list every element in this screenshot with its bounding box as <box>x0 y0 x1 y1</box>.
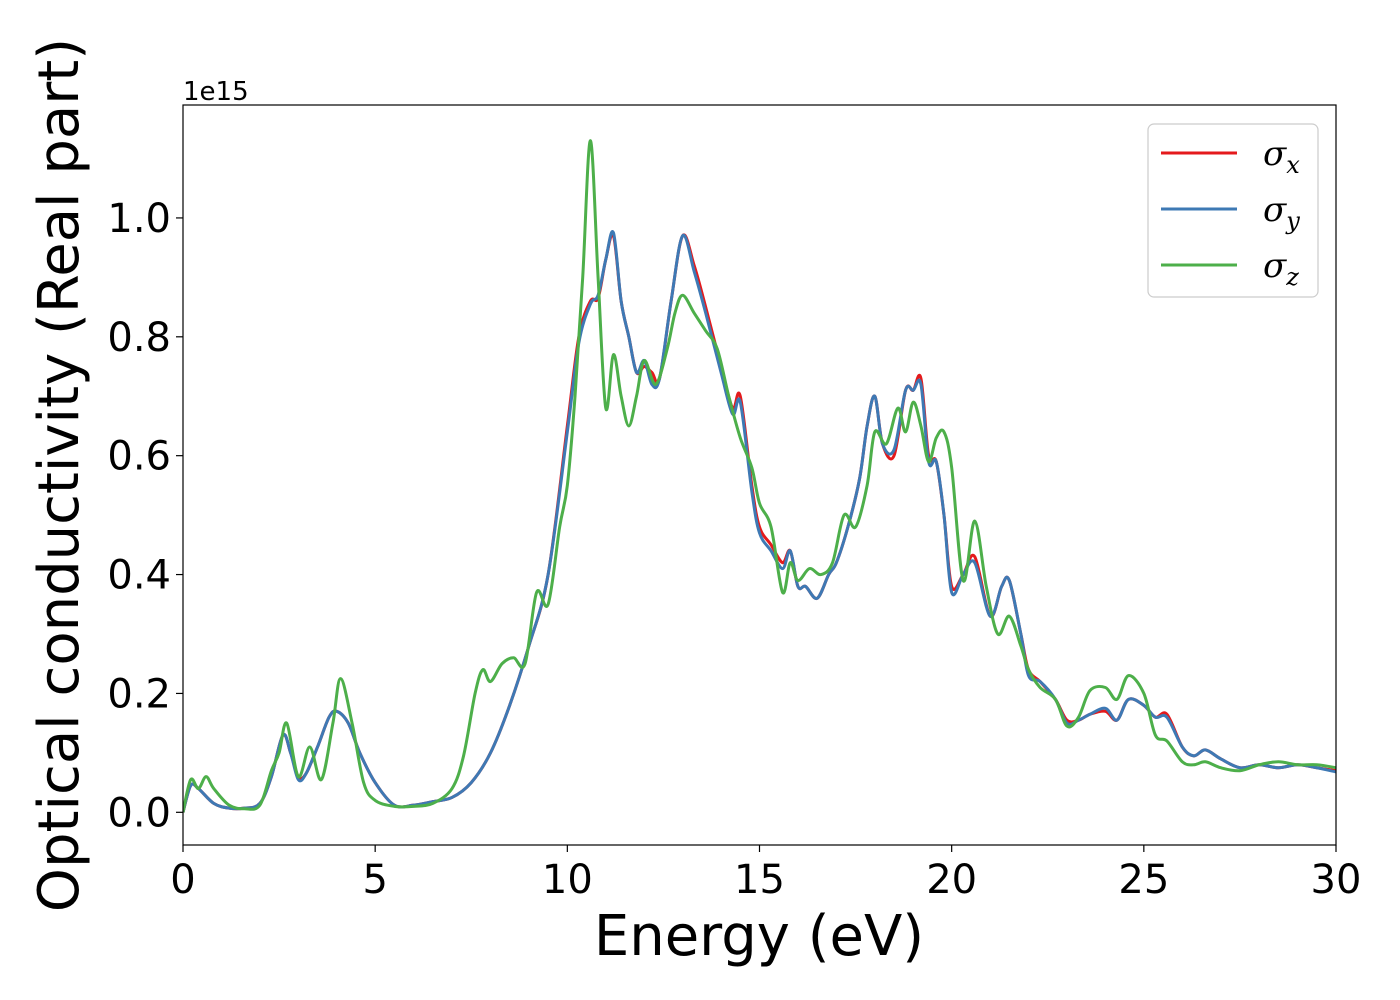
y-offset-label: 1e15 <box>183 77 249 107</box>
y-axis-label: Optical conductivity (Real part) <box>27 38 92 912</box>
x-tick-label: 10 <box>542 857 593 903</box>
series-line-z <box>183 139 1336 813</box>
y-tick-label: 0.8 <box>107 315 171 361</box>
x-tick-label: 30 <box>1311 857 1362 903</box>
plot-area <box>183 139 1336 813</box>
x-tick-label: 20 <box>926 857 977 903</box>
x-axis-label: Energy (eV) <box>594 904 924 969</box>
axes: 0 5 10 15 20 25 30 0.0 0.2 0.4 0.6 0.8 1.0 <box>107 104 1362 903</box>
series-line-x <box>183 232 1336 813</box>
x-tick-label: 15 <box>734 857 785 903</box>
x-tick-label: 5 <box>362 857 387 903</box>
y-tick-label: 0.0 <box>107 790 171 836</box>
y-tick-label: 0.6 <box>107 434 171 480</box>
x-tick-label: 0 <box>170 857 195 903</box>
y-tick-label: 0.2 <box>107 671 171 717</box>
legend-label-x: σx <box>1263 134 1300 179</box>
y-tick-label: 1.0 <box>107 196 171 242</box>
y-tick-label: 0.4 <box>107 553 171 599</box>
series-line-y <box>183 230 1336 813</box>
x-tick-label: 25 <box>1118 857 1169 903</box>
